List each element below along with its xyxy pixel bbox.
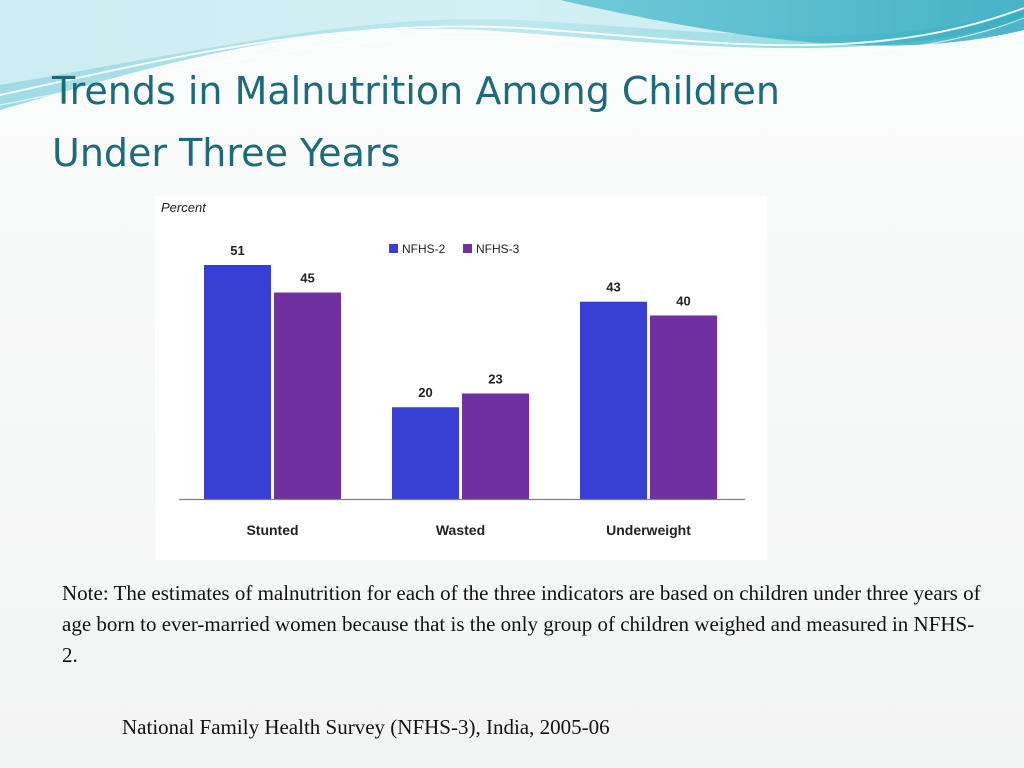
category-label-underweight: Underweight bbox=[606, 522, 691, 538]
bar-underweight-nfhs-2 bbox=[580, 301, 647, 499]
legend-label-nfhs-2: NFHS-2 bbox=[402, 242, 446, 256]
value-label-stunted-nfhs-2: 51 bbox=[230, 243, 244, 258]
value-label-wasted-nfhs-2: 20 bbox=[418, 385, 432, 400]
value-label-stunted-nfhs-3: 45 bbox=[300, 271, 314, 286]
note-text: Note: The estimates of malnutrition for … bbox=[62, 581, 981, 667]
category-label-wasted: Wasted bbox=[436, 522, 485, 538]
bar-underweight-nfhs-3 bbox=[650, 315, 717, 499]
legend-swatch-nfhs-2 bbox=[389, 244, 398, 253]
bar-stunted-nfhs-2 bbox=[204, 265, 271, 499]
legend-swatch-nfhs-3 bbox=[463, 244, 472, 253]
title-line-2: Under Three Years bbox=[52, 131, 401, 175]
category-label-stunted: Stunted bbox=[246, 522, 298, 538]
y-axis-label: Percent bbox=[161, 200, 207, 215]
bar-chart-svg: Percent NFHS-2 NFHS-3 51 45 Stunted 20 23 Wasted… bbox=[161, 200, 745, 538]
header-wave-decoration bbox=[0, 0, 1024, 110]
value-label-underweight-nfhs-3: 40 bbox=[676, 293, 690, 308]
value-label-underweight-nfhs-2: 43 bbox=[606, 280, 620, 295]
value-label-wasted-nfhs-3: 23 bbox=[488, 371, 502, 386]
legend-label-nfhs-3: NFHS-3 bbox=[476, 242, 520, 256]
bar-chart: Percent NFHS-2 NFHS-3 51 45 Stunted 20 23 Wasted… bbox=[155, 196, 767, 560]
bar-wasted-nfhs-3 bbox=[462, 393, 529, 499]
title-line-1: Trends in Malnutrition Among Children bbox=[52, 69, 780, 113]
source-citation: National Family Health Survey (NFHS-3), … bbox=[122, 715, 610, 739]
slide-title: Trends in Malnutrition Among Children Un… bbox=[52, 60, 952, 184]
bar-wasted-nfhs-2 bbox=[392, 407, 459, 499]
bar-stunted-nfhs-3 bbox=[274, 292, 341, 499]
